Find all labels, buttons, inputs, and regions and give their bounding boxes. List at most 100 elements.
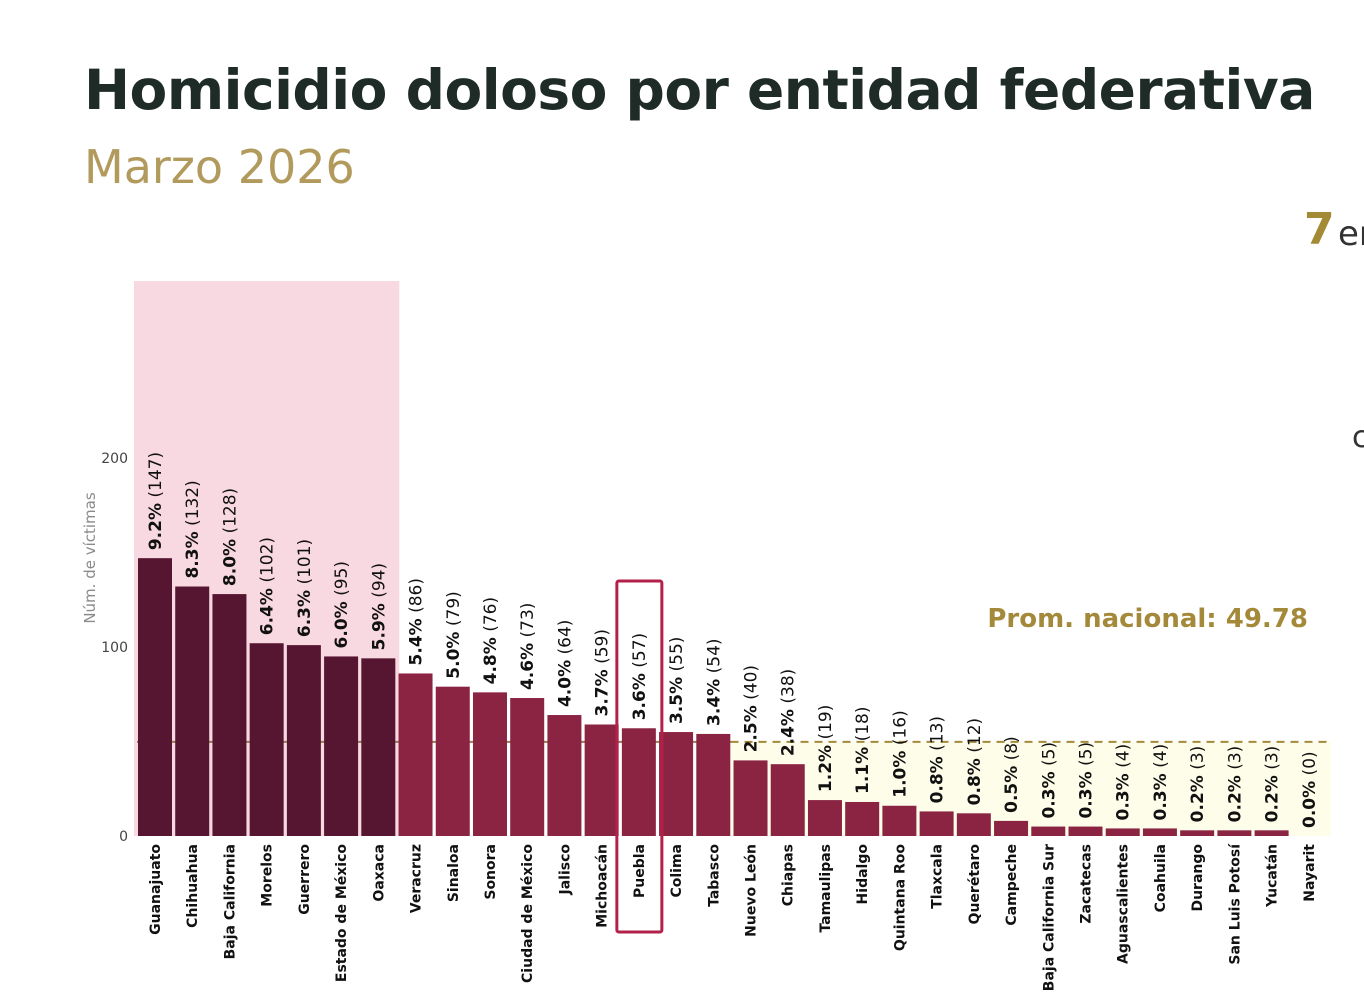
x-tick-label: Oaxaca [371,844,387,902]
x-tick-label: Hidalgo [855,844,871,905]
bar [696,733,731,836]
data-label: 2.4% (38) [779,669,799,756]
x-tick-label: Querétaro [967,844,983,925]
x-tick-label: Quintana Roo [892,844,908,951]
bar [361,658,396,836]
x-tick-label: Zacatecas [1079,844,1095,924]
x-tick-label: Yucatán [1265,844,1281,908]
data-label: 5.4% (86) [407,578,427,665]
bar [845,801,880,836]
x-tick-label: Aguascalientes [1116,844,1132,964]
x-tick-label: Veracruz [409,844,425,913]
bar [249,643,284,836]
data-label: 4.0% (64) [555,620,575,707]
x-tick-label: Nayarit [1302,844,1318,902]
data-label: 9.2% (147) [146,452,166,550]
data-label: 0.3% (4) [1114,744,1134,821]
side-panel-text-2: c [1352,420,1364,455]
highlighted-state-box [615,579,664,934]
side-panel-text: er [1338,214,1364,254]
bar [324,656,359,836]
data-label: 1.1% (18) [853,707,873,794]
x-tick-label: Campeche [1004,844,1020,926]
y-tick-label: 200 [101,451,128,467]
bar [733,760,768,836]
x-tick-label: Puebla [632,844,648,898]
data-label: 2.5% (40) [742,665,762,752]
data-label: 1.0% (16) [890,710,910,797]
bar [994,820,1029,836]
bar [1142,828,1177,836]
bar [882,805,917,836]
x-tick-label: San Luis Potosí [1227,843,1243,965]
bar [398,673,433,836]
bar [510,698,545,836]
x-tick-label: Colima [669,844,685,898]
data-label: 1.2% (19) [816,705,836,792]
x-tick-label: Tabasco [706,844,722,907]
data-label: 0.2% (3) [1263,746,1283,823]
y-axis-label: Núm. de víctimas [81,492,99,624]
data-label: 8.3% (132) [183,480,203,578]
data-label: 4.6% (73) [518,603,538,690]
data-label: 0.0% (0) [1300,751,1320,828]
data-label: 0.8% (12) [965,718,985,805]
bar [1068,826,1103,836]
data-label: 5.0% (79) [444,591,464,678]
bar [175,586,210,836]
data-label: 5.9% (94) [369,563,389,650]
x-tick-label: Tamaulipas [818,844,834,933]
data-label: 0.5% (8) [1002,736,1022,813]
data-label: 0.3% (5) [1077,742,1097,819]
data-label: 6.3% (101) [295,539,315,637]
side-panel-number: 7 [1304,204,1335,255]
bar [435,686,470,836]
x-tick-label: Chihuahua [185,844,201,928]
data-label: 0.2% (3) [1225,746,1245,823]
bar [807,800,842,836]
bar [472,692,507,836]
data-label: 0.2% (3) [1188,746,1208,823]
x-tick-label: Baja California Sur [1041,844,1057,991]
bar [659,732,694,836]
x-tick-label: Ciudad de México [520,844,536,983]
x-tick-label: Nuevo León [744,844,760,937]
x-tick-label: Guerrero [297,844,313,915]
x-tick-label: Michoacán [595,844,611,928]
bar [1180,830,1215,836]
data-label: 6.0% (95) [332,561,352,648]
x-tick-label: Jalisco [557,844,573,896]
bar [1254,830,1289,836]
x-tick-label: Coahuila [1153,844,1169,912]
data-label: 6.4% (102) [258,537,278,635]
x-tick-label: Guanajuato [148,844,164,935]
bar [286,645,321,836]
data-label: 0.3% (5) [1039,742,1059,819]
data-label: 0.3% (4) [1151,744,1171,821]
x-tick-label: Morelos [260,844,276,907]
bar [138,558,172,836]
bar [212,594,247,836]
x-tick-label: Baja California [222,844,238,959]
bar [1105,828,1140,836]
x-tick-label: Durango [1190,844,1206,912]
chart-subtitle: Marzo 2026 [84,140,355,194]
data-label: 0.8% (13) [928,716,948,803]
x-tick-label: Tlaxcala [930,844,946,909]
data-label: 3.4% (54) [704,638,724,725]
data-label: 4.8% (76) [481,597,501,684]
average-label: Prom. nacional: 49.78 [987,604,1308,634]
x-tick-label: Sonora [483,844,499,900]
data-label: 3.6% (57) [630,633,650,720]
bar [956,813,991,836]
y-tick-label: 100 [101,640,128,656]
x-tick-label: Estado de México [334,844,350,982]
data-label: 3.7% (59) [593,629,613,716]
chart-title: Homicidio doloso por entidad federativa [84,58,1315,122]
bar [547,715,582,836]
x-tick-label: Sinaloa [446,844,462,902]
bar [1031,826,1066,836]
bar [770,764,805,836]
data-label: 3.5% (55) [667,637,687,724]
